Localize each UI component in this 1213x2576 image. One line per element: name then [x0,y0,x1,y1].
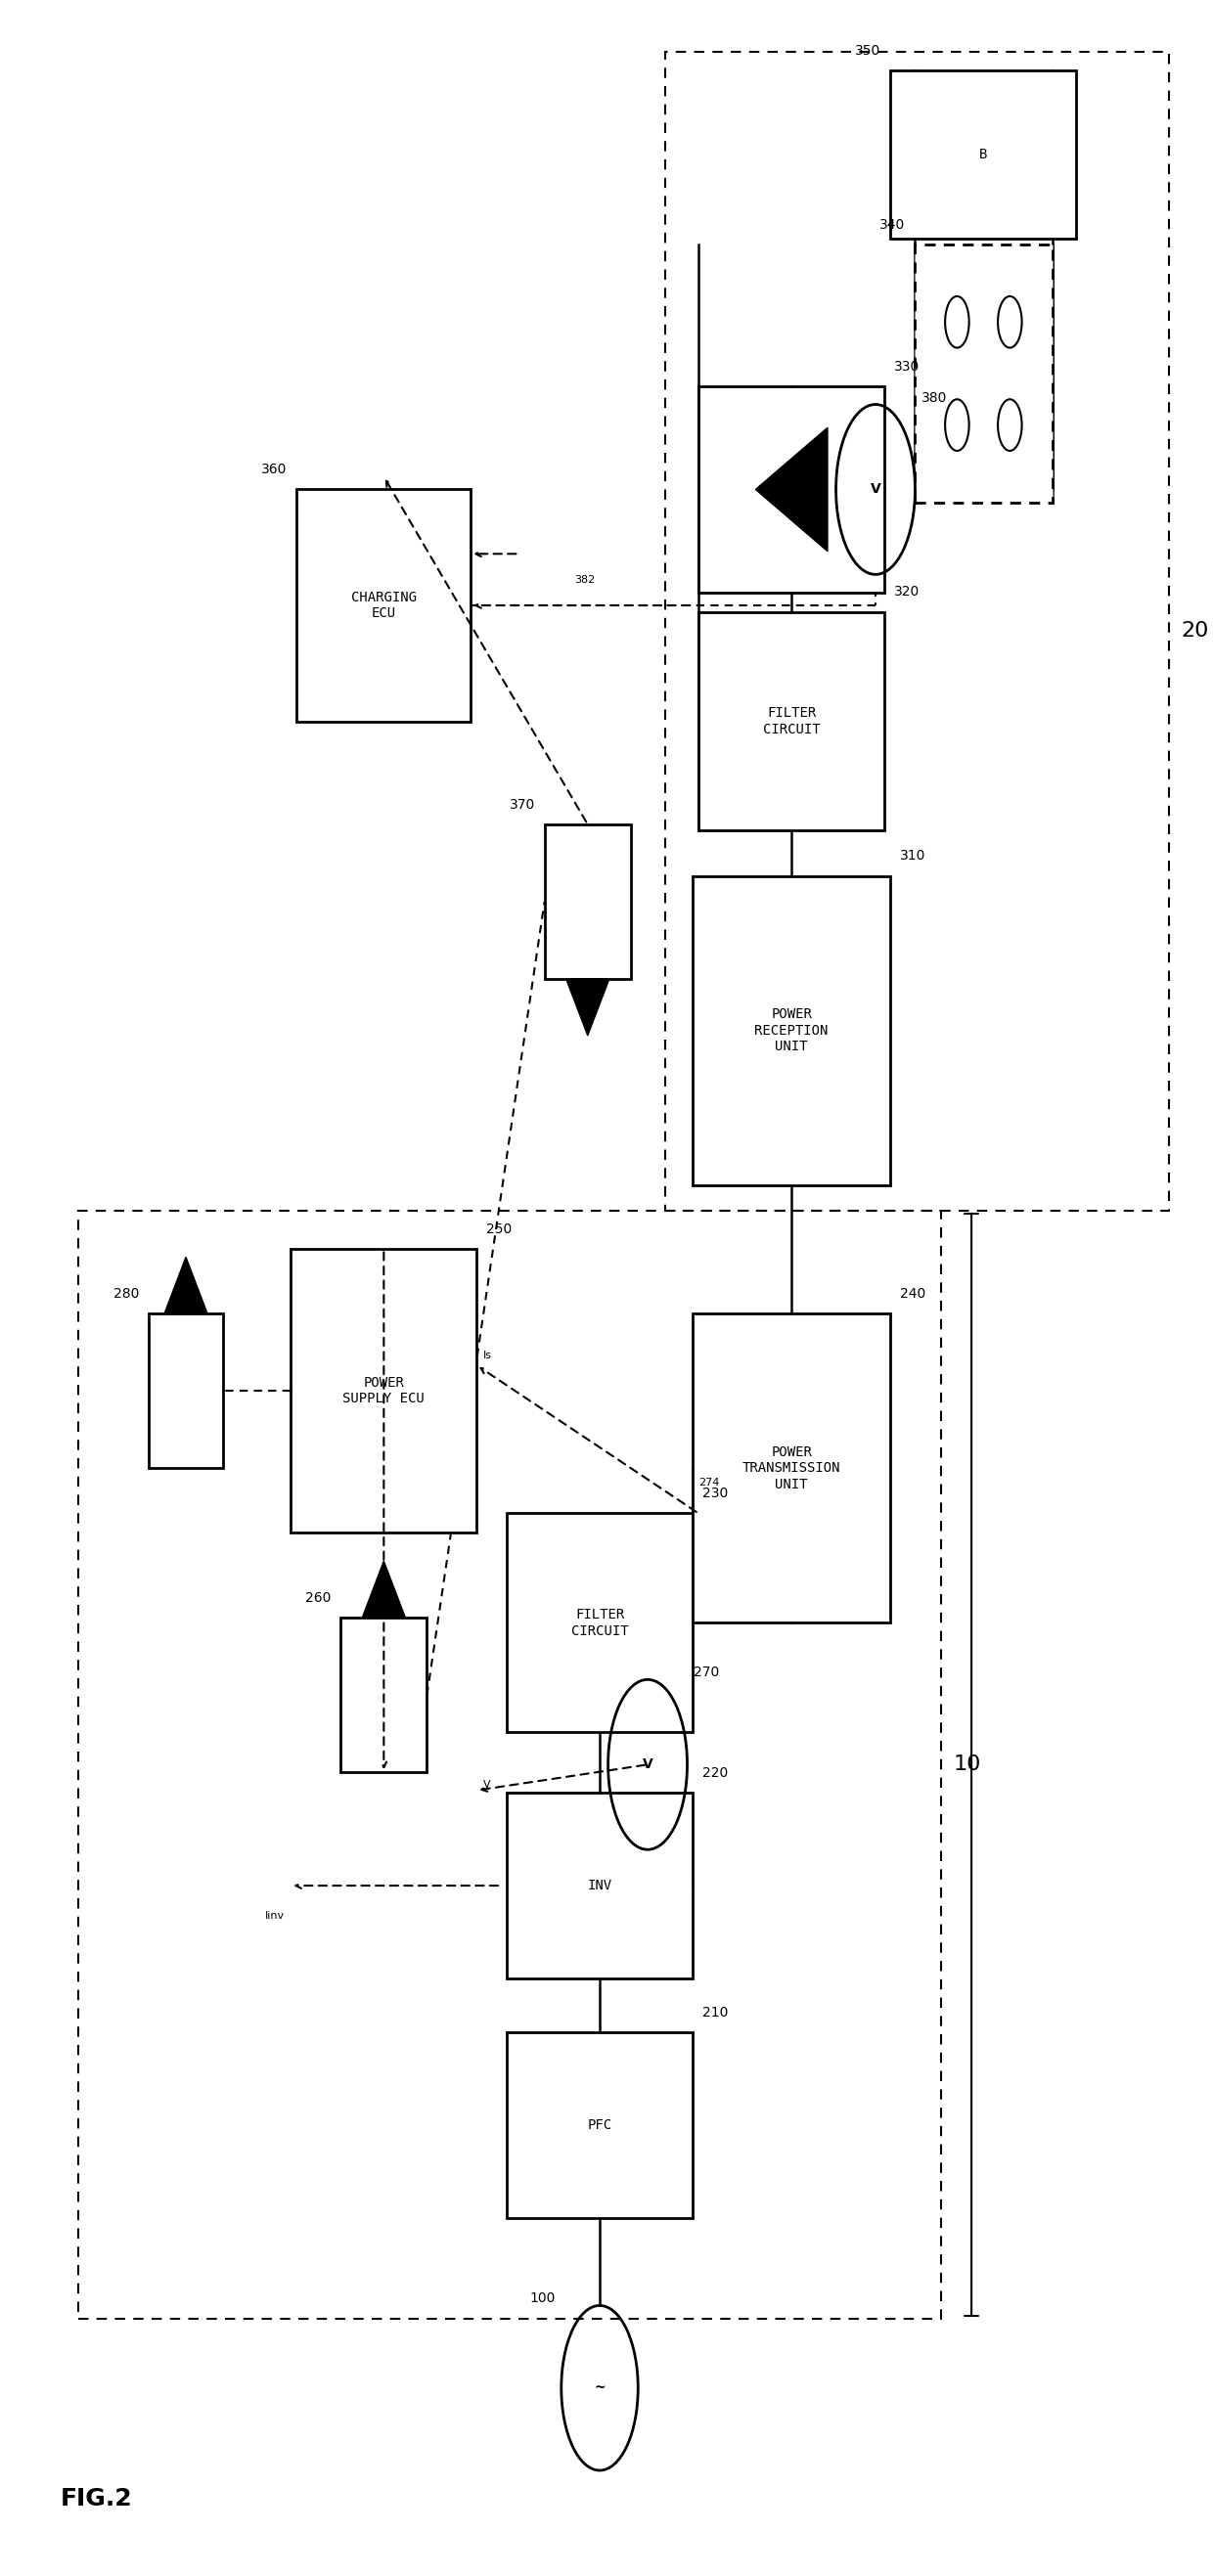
Text: POWER
RECEPTION
UNIT: POWER RECEPTION UNIT [754,1007,828,1054]
Text: V: V [870,482,881,497]
Bar [699,386,884,592]
Text: 370: 370 [509,799,535,811]
Bar [149,1314,223,1468]
Text: FIG.2: FIG.2 [59,2486,132,2512]
Text: 330: 330 [894,361,919,374]
Text: Iinv: Iinv [266,1911,285,1922]
Polygon shape [756,428,827,551]
Text: 280: 280 [113,1288,139,1301]
Text: V: V [483,1780,490,1790]
Text: 260: 260 [306,1592,331,1605]
Bar [699,613,884,832]
Text: 100: 100 [530,2293,556,2306]
Text: CHARGING
ECU: CHARGING ECU [351,590,416,621]
Text: 20: 20 [1181,621,1209,641]
Text: V: V [643,1757,653,1772]
Text: 360: 360 [262,464,287,477]
Text: 230: 230 [702,1486,728,1499]
Text: 382: 382 [574,574,596,585]
Bar [78,1211,941,2318]
Bar [545,824,631,979]
Text: POWER
TRANSMISSION
UNIT: POWER TRANSMISSION UNIT [742,1445,841,1492]
Bar [507,1515,693,1734]
Bar [297,489,471,721]
Polygon shape [566,979,609,1036]
Text: 340: 340 [879,219,905,232]
Bar [693,876,890,1185]
Polygon shape [363,1561,405,1618]
Text: 240: 240 [900,1288,926,1301]
Text: Is: Is [483,1350,491,1360]
Text: 350: 350 [855,44,881,59]
Text: 380: 380 [921,392,947,404]
Text: ~: ~ [594,2380,605,2396]
Bar [341,1618,427,1772]
Text: 250: 250 [486,1224,512,1236]
Text: 10: 10 [953,1754,981,1775]
Bar [666,52,1169,1211]
Text: 220: 220 [702,1767,728,1780]
Text: 270: 270 [693,1667,719,1680]
Text: FILTER
CIRCUIT: FILTER CIRCUIT [571,1607,628,1638]
Polygon shape [164,1257,207,1314]
Bar [507,2032,693,2218]
Text: 274: 274 [699,1479,719,1489]
Text: FILTER
CIRCUIT: FILTER CIRCUIT [763,706,820,737]
Bar [507,1793,693,1978]
Text: PFC: PFC [587,2117,613,2133]
Text: 310: 310 [900,850,926,863]
Text: INV: INV [587,1878,613,1893]
Text: B: B [979,147,987,162]
Bar [291,1249,477,1533]
Bar [890,72,1076,240]
Text: POWER
SUPPLY ECU: POWER SUPPLY ECU [343,1376,425,1406]
Text: 210: 210 [702,2007,728,2020]
Bar [915,245,1053,502]
Bar [693,1314,890,1623]
Text: 320: 320 [894,585,919,600]
